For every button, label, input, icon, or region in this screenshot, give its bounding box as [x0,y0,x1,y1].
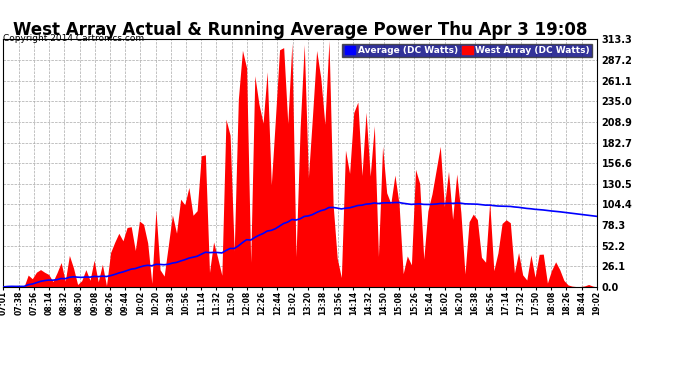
Text: Copyright 2014 Cartronics.com: Copyright 2014 Cartronics.com [3,34,145,43]
Title: West Array Actual & Running Average Power Thu Apr 3 19:08: West Array Actual & Running Average Powe… [13,21,587,39]
Legend: Average (DC Watts), West Array (DC Watts): Average (DC Watts), West Array (DC Watts… [342,44,592,57]
